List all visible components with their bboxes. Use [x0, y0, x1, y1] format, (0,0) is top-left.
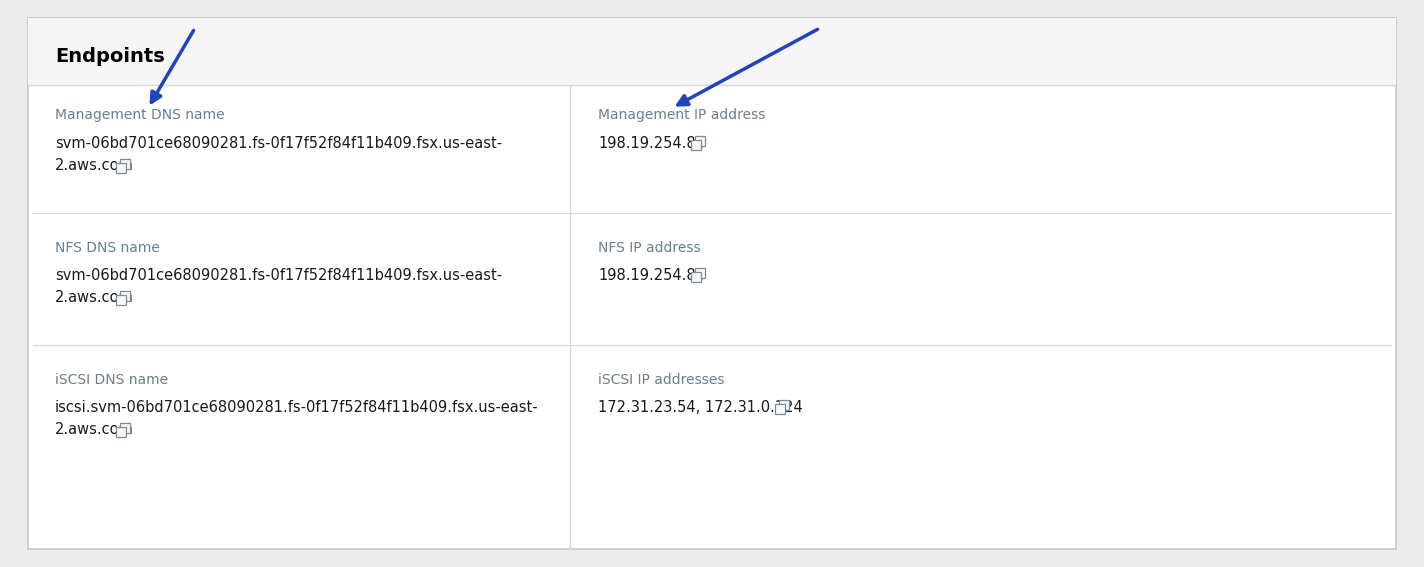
Bar [115, 427, 125, 437]
Text: iSCSI DNS name: iSCSI DNS name [56, 373, 168, 387]
Text: svm-06bd701ce68090281.fs-0f17f52f84f11b409.fsx.us-east-: svm-06bd701ce68090281.fs-0f17f52f84f11b4… [56, 136, 503, 150]
Text: 198.19.254.86: 198.19.254.86 [598, 268, 705, 282]
Text: 198.19.254.86: 198.19.254.86 [598, 136, 705, 150]
Bar [691, 140, 701, 150]
Text: Management DNS name: Management DNS name [56, 108, 225, 122]
Bar [28, 18, 1396, 85]
Bar [695, 268, 705, 278]
Text: Endpoints: Endpoints [56, 48, 165, 66]
Bar [775, 404, 785, 414]
Bar [115, 163, 125, 173]
Text: 2.aws.com: 2.aws.com [56, 290, 134, 306]
Bar [120, 159, 130, 169]
Text: iscsi.svm-06bd701ce68090281.fs-0f17f52f84f11b409.fsx.us-east-: iscsi.svm-06bd701ce68090281.fs-0f17f52f8… [56, 400, 538, 414]
Bar [115, 295, 125, 305]
Bar [120, 291, 130, 301]
Text: iSCSI IP addresses: iSCSI IP addresses [598, 373, 725, 387]
Text: svm-06bd701ce68090281.fs-0f17f52f84f11b409.fsx.us-east-: svm-06bd701ce68090281.fs-0f17f52f84f11b4… [56, 268, 503, 282]
Text: Management IP address: Management IP address [598, 108, 765, 122]
Bar [695, 136, 705, 146]
Text: NFS DNS name: NFS DNS name [56, 241, 159, 255]
Text: 2.aws.com: 2.aws.com [56, 422, 134, 438]
Text: 2.aws.com: 2.aws.com [56, 159, 134, 174]
Text: 172.31.23.54, 172.31.0.124: 172.31.23.54, 172.31.0.124 [598, 400, 803, 414]
Text: NFS IP address: NFS IP address [598, 241, 701, 255]
Bar [779, 400, 789, 410]
Bar [120, 423, 130, 433]
Bar [691, 272, 701, 282]
